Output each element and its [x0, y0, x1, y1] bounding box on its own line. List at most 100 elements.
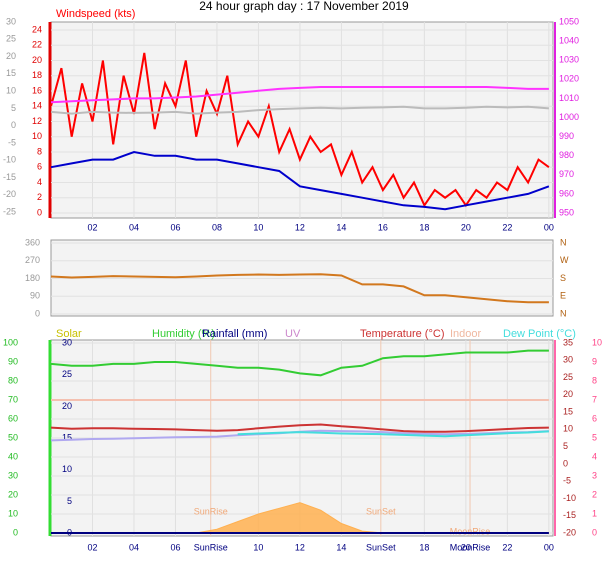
y-tick-label: -15 — [3, 172, 16, 182]
y-tick-label: 3 — [592, 470, 597, 480]
y-tick-label: 10 — [8, 508, 18, 518]
y-tick-label: 6 — [592, 413, 597, 423]
y-tick-label: 90 — [30, 291, 40, 301]
y-tick-label: 2 — [592, 489, 597, 499]
y-tick-label: 10 — [563, 424, 573, 434]
y-tick-label: 4 — [592, 451, 597, 461]
y-tick-label: 30 — [8, 470, 18, 480]
x-tick-label: 04 — [129, 542, 139, 552]
x-tick-label: 22 — [502, 222, 512, 232]
line — [50, 86, 549, 104]
line — [50, 105, 549, 115]
y-tick-label: 80 — [8, 375, 18, 385]
y-tick-label: 0 — [563, 458, 568, 468]
plot-area — [50, 21, 554, 219]
y-tick-label: 60 — [8, 413, 18, 423]
y-tick-label: 50 — [8, 432, 18, 442]
y-tick-label: -5 — [8, 137, 16, 147]
y-tick-label: -5 — [563, 476, 571, 486]
x-tick-label: 18 — [419, 542, 429, 552]
y-tick-label: 40 — [8, 451, 18, 461]
legend-label: Windspeed (kts) — [56, 8, 135, 20]
y-tick-label: 1010 — [559, 93, 579, 103]
y-tick-label: 20 — [563, 389, 573, 399]
y-tick-label: 0 — [592, 527, 597, 537]
y-tick-label: 5 — [67, 496, 72, 506]
x-tick-label: 02 — [87, 222, 97, 232]
event-label: SunRise — [194, 506, 228, 516]
x-tick-label: 06 — [170, 222, 180, 232]
y-tick-label: 25 — [563, 372, 573, 382]
y-tick-label: 360 — [25, 237, 40, 247]
x-tick-label: 14 — [336, 542, 346, 552]
legend-label: Dew Point (°C) — [503, 328, 576, 340]
event-label: MoonRise — [450, 526, 491, 536]
y-tick-label: 16 — [32, 85, 42, 95]
y-tick-label: 70 — [8, 394, 18, 404]
y-tick-label: 980 — [559, 150, 574, 160]
y-tick-label: -10 — [563, 493, 576, 503]
x-tick-label: 10 — [253, 222, 263, 232]
y-tick-label: 5 — [592, 432, 597, 442]
y-tick-label: -20 — [563, 527, 576, 537]
legend-label: Rainfall (mm) — [202, 328, 267, 340]
line — [50, 273, 549, 304]
y-tick-label: 0 — [13, 527, 18, 537]
y-tick-label: 950 — [559, 207, 574, 217]
y-tick-label: 30 — [563, 355, 573, 365]
y-tick-label: 1050 — [559, 16, 579, 26]
y-tick-label: 1030 — [559, 55, 579, 65]
x-tick-label: 08 — [212, 222, 222, 232]
y-tick-label: 8 — [592, 375, 597, 385]
event-axis-label: SunRise — [194, 542, 228, 552]
y-tick-label: 20 — [32, 55, 42, 65]
y-tick-label: 10 — [32, 131, 42, 141]
y-tick-label: 9 — [592, 356, 597, 366]
y-tick-label: E — [560, 291, 566, 301]
y-tick-label: W — [560, 255, 569, 265]
y-tick-label: 22 — [32, 40, 42, 50]
y-tick-label: 0 — [37, 207, 42, 217]
y-tick-label: 1020 — [559, 74, 579, 84]
y-tick-label: 5 — [563, 441, 568, 451]
legend-label: Indoor — [450, 328, 482, 340]
y-tick-label: 30 — [62, 338, 72, 348]
x-tick-label: 12 — [295, 542, 305, 552]
y-tick-label: 7 — [592, 394, 597, 404]
y-tick-label: 35 — [563, 337, 573, 347]
event-axis-label: SunSet — [366, 542, 396, 552]
x-tick-label: 20 — [461, 222, 471, 232]
y-tick-label: 15 — [563, 406, 573, 416]
y-tick-label: N — [560, 237, 567, 247]
y-tick-label: 10 — [62, 464, 72, 474]
page-title: 24 hour graph day : 17 November 2019 — [199, 0, 409, 13]
x-tick-label: 22 — [502, 542, 512, 552]
x-tick-label: 20 — [461, 542, 471, 552]
y-tick-label: 1040 — [559, 35, 579, 45]
y-tick-label: 970 — [559, 169, 574, 179]
y-tick-label: 15 — [62, 432, 72, 442]
x-tick-label: 12 — [295, 222, 305, 232]
y-tick-label: 20 — [8, 489, 18, 499]
line — [237, 430, 549, 438]
legend-label: Temperature (°C) — [360, 328, 444, 340]
y-tick-label: 0 — [11, 120, 16, 130]
y-tick-label: 20 — [6, 51, 16, 61]
x-tick-label: 16 — [378, 222, 388, 232]
y-tick-label: 270 — [25, 255, 40, 265]
y-tick-label: -20 — [3, 189, 16, 199]
y-tick-label: 1000 — [559, 112, 579, 122]
y-tick-label: -10 — [3, 155, 16, 165]
y-tick-label: 960 — [559, 188, 574, 198]
line — [50, 423, 549, 433]
y-tick-label: -15 — [563, 510, 576, 520]
y-tick-label: 0 — [35, 308, 40, 318]
x-tick-label: 06 — [170, 542, 180, 552]
y-tick-label: 1 — [592, 508, 597, 518]
y-tick-label: -25 — [3, 206, 16, 216]
y-tick-label: S — [560, 273, 566, 283]
y-tick-label: 90 — [8, 356, 18, 366]
x-tick-label: 10 — [253, 542, 263, 552]
x-tick-label: 00 — [544, 222, 554, 232]
